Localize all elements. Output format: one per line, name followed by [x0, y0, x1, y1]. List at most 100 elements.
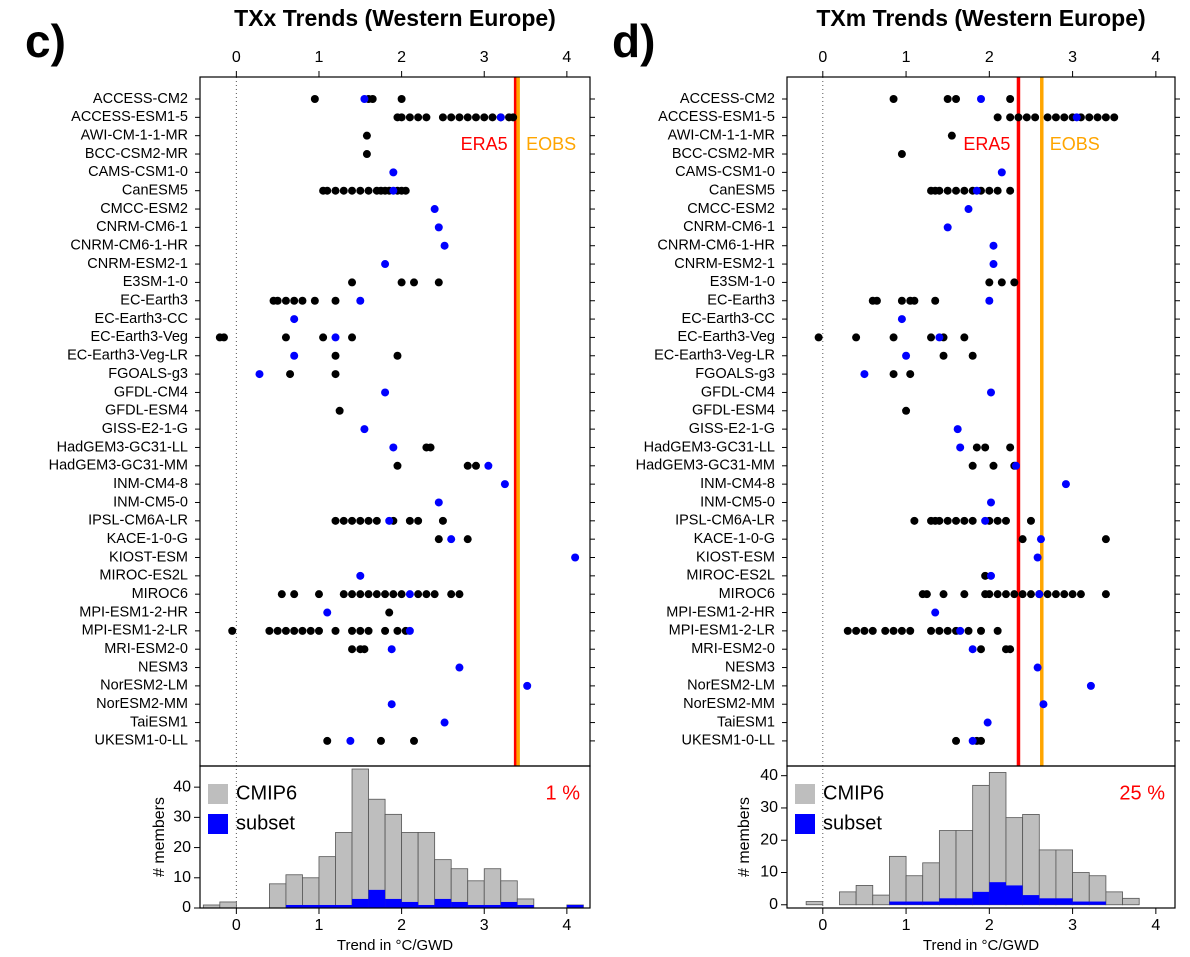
member-dot: [1018, 535, 1027, 544]
member-dot: [401, 186, 410, 195]
member-dot: [455, 113, 464, 122]
y-tick-label: 0: [182, 899, 191, 916]
legend-swatch: [795, 784, 815, 804]
member-dot: [348, 186, 357, 195]
member-dot: [372, 590, 381, 599]
histogram-bar: [1022, 895, 1040, 905]
member-dot: [952, 736, 961, 745]
member-dot: [339, 590, 348, 599]
member-dot: [463, 535, 472, 544]
member-dot: [906, 370, 915, 379]
category-label: GFDL-CM4: [114, 384, 188, 400]
member-dot: [931, 296, 940, 305]
subset-dot: [405, 590, 414, 599]
legend-label: subset: [823, 812, 882, 834]
histogram-bar: [956, 898, 973, 905]
member-dot: [281, 333, 290, 342]
category-label: KACE-1-0-G: [694, 531, 775, 547]
member-dot: [1101, 113, 1110, 122]
category-label: KACE-1-0-G: [107, 531, 188, 547]
member-dot: [219, 333, 228, 342]
legend-label: CMIP6: [823, 782, 884, 804]
member-dot: [860, 626, 869, 635]
histogram-bar: [500, 901, 518, 908]
member-dot: [480, 113, 489, 122]
legend-label: CMIP6: [236, 782, 297, 804]
member-dot: [1051, 113, 1060, 122]
member-dot: [455, 590, 464, 599]
member-dot: [281, 296, 290, 305]
subset-dot: [434, 498, 443, 507]
member-dot: [935, 516, 944, 525]
member-dot: [393, 351, 402, 360]
member-dot: [376, 736, 385, 745]
member-dot: [943, 516, 952, 525]
member-dot: [960, 186, 969, 195]
member-dot: [306, 626, 315, 635]
category-label: CanESM5: [709, 183, 775, 199]
subset-dot: [387, 645, 396, 654]
histogram-bar: [1005, 885, 1023, 905]
histogram-bar: [451, 901, 468, 908]
member-dot: [1031, 113, 1040, 122]
member-dot: [331, 351, 340, 360]
member-dot: [1085, 113, 1094, 122]
member-dot: [356, 590, 365, 599]
category-label: E3SM-1-0: [710, 274, 775, 290]
category-label: EC-Earth3-Veg-LR: [654, 348, 775, 364]
member-dot: [977, 736, 985, 745]
histogram-bar: [401, 901, 419, 908]
legend-swatch: [208, 814, 228, 834]
annotation: 1 %: [546, 782, 581, 804]
member-dot: [927, 626, 936, 635]
subset-dot: [968, 736, 977, 745]
member-dot: [414, 590, 423, 599]
subset-dot: [387, 700, 396, 709]
category-label: INM-CM4-8: [113, 476, 188, 492]
subset-dot: [968, 645, 977, 654]
member-dot: [273, 296, 282, 305]
y-tick-label: 10: [173, 869, 191, 886]
subset-dot: [447, 535, 456, 544]
member-dot: [393, 461, 402, 470]
histogram-bar: [905, 875, 924, 906]
member-dot: [1043, 113, 1052, 122]
category-label: UKESM1-0-LL: [682, 733, 775, 749]
histogram-bar: [1072, 872, 1090, 906]
subset-dot: [1039, 700, 1048, 709]
member-dot: [331, 626, 340, 635]
histogram-bar: [1089, 901, 1106, 905]
member-dot: [434, 535, 443, 544]
category-label: CNRM-CM6-1: [683, 219, 775, 235]
subset-dot: [1011, 461, 1020, 470]
member-dot: [997, 278, 1006, 287]
member-dot: [939, 590, 948, 599]
annotation: 25 %: [1119, 782, 1165, 804]
x-tick-label: 4: [562, 917, 571, 934]
histogram-bar: [385, 898, 402, 908]
member-dot: [843, 626, 852, 635]
member-dot: [286, 370, 295, 379]
category-label: MIROC6: [132, 586, 188, 602]
member-dot: [298, 626, 307, 635]
x-tick-label: 2: [397, 917, 406, 934]
histogram-bar: [1039, 898, 1056, 905]
legend-swatch: [208, 784, 228, 804]
subset-dot: [255, 370, 264, 379]
legend-swatch: [795, 814, 815, 834]
histogram-bar: [872, 894, 890, 906]
histogram-bar: [285, 874, 303, 909]
subset-dot: [440, 241, 449, 250]
member-dot: [927, 333, 936, 342]
member-dot: [397, 95, 406, 103]
histogram-bar: [889, 901, 907, 905]
x-tick-label: 3: [1068, 917, 1077, 934]
category-label: EC-Earth3: [707, 293, 775, 309]
subset-dot: [897, 315, 906, 324]
category-label: CAMS-CSM1-0: [675, 164, 775, 180]
subset-dot: [405, 626, 414, 635]
member-dot: [939, 351, 948, 360]
category-label: HadGEM3-GC31-LL: [57, 439, 188, 455]
x-tick-label: 4: [1151, 917, 1160, 934]
subset-dot: [985, 296, 994, 305]
